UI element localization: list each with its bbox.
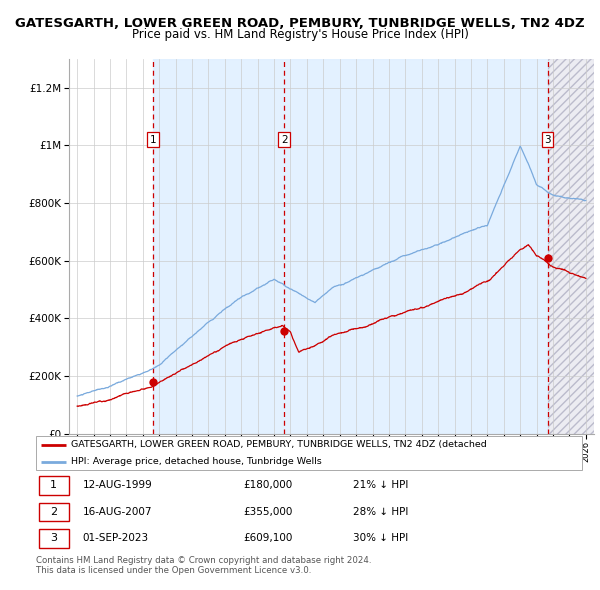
Text: 2: 2 [50,507,58,517]
FancyBboxPatch shape [36,436,582,470]
Text: £355,000: £355,000 [244,507,293,517]
Text: 2: 2 [281,135,287,145]
FancyBboxPatch shape [39,529,69,548]
Bar [153,59,548,434]
Bar [548,59,594,434]
Text: GATESGARTH, LOWER GREEN ROAD, PEMBURY, TUNBRIDGE WELLS, TN2 4DZ (detached: GATESGARTH, LOWER GREEN ROAD, PEMBURY, T… [71,440,487,449]
FancyBboxPatch shape [39,503,69,521]
Text: Contains HM Land Registry data © Crown copyright and database right 2024.
This d: Contains HM Land Registry data © Crown c… [36,556,371,575]
Text: 1: 1 [50,480,57,490]
Text: 1: 1 [149,135,156,145]
Text: GATESGARTH, LOWER GREEN ROAD, PEMBURY, TUNBRIDGE WELLS, TN2 4DZ: GATESGARTH, LOWER GREEN ROAD, PEMBURY, T… [15,17,585,30]
FancyBboxPatch shape [39,476,69,494]
Text: HPI: Average price, detached house, Tunbridge Wells: HPI: Average price, detached house, Tunb… [71,457,322,466]
Text: 01-SEP-2023: 01-SEP-2023 [82,533,149,543]
Text: 12-AUG-1999: 12-AUG-1999 [82,480,152,490]
Text: £180,000: £180,000 [244,480,293,490]
Text: 21% ↓ HPI: 21% ↓ HPI [353,480,408,490]
Bar [548,59,594,434]
Text: 28% ↓ HPI: 28% ↓ HPI [353,507,408,517]
Text: 16-AUG-2007: 16-AUG-2007 [82,507,152,517]
Text: 3: 3 [50,533,57,543]
Text: 3: 3 [544,135,551,145]
Text: 30% ↓ HPI: 30% ↓ HPI [353,533,408,543]
Text: Price paid vs. HM Land Registry's House Price Index (HPI): Price paid vs. HM Land Registry's House … [131,28,469,41]
Text: £609,100: £609,100 [244,533,293,543]
